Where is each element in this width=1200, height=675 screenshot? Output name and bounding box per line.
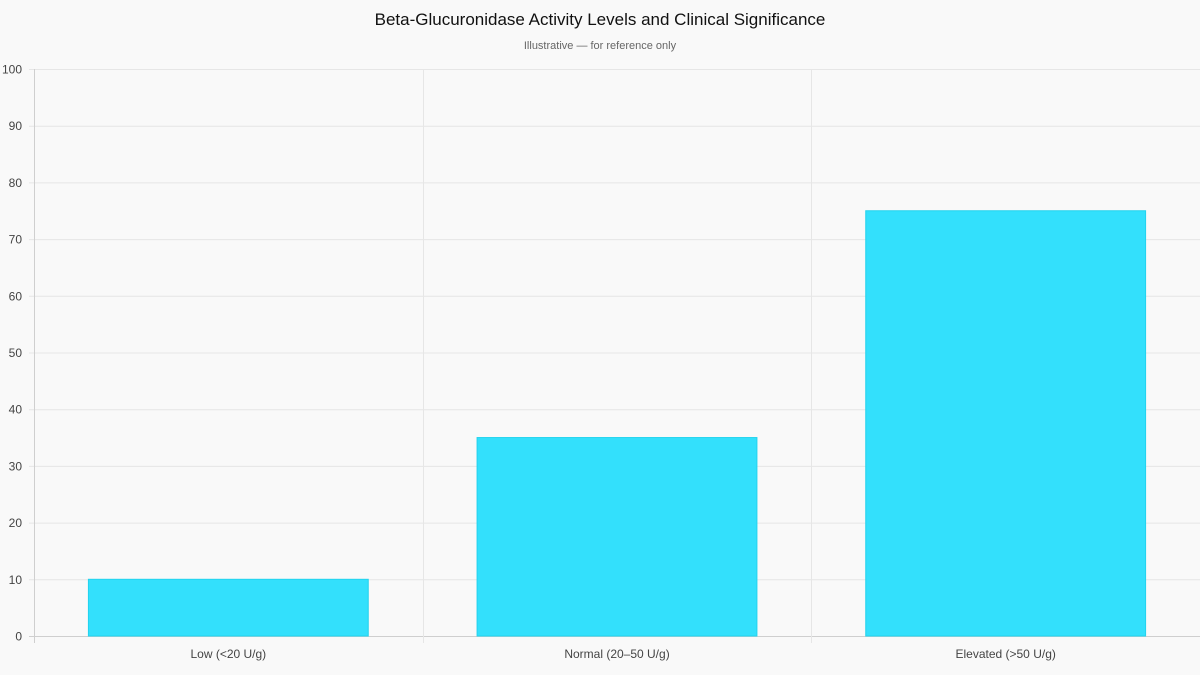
- y-tick-label: 90: [9, 119, 23, 133]
- y-tick-label: 70: [9, 233, 23, 247]
- x-tick-label: Elevated (>50 U/g): [955, 647, 1055, 661]
- x-tick-label: Low (<20 U/g): [190, 647, 266, 661]
- chart-title: Beta-Glucuronidase Activity Levels and C…: [374, 10, 826, 29]
- y-tick-label: 80: [9, 176, 23, 190]
- y-tick-label: 40: [9, 403, 23, 417]
- x-tick-label: Normal (20–50 U/g): [564, 647, 669, 661]
- y-tick-label: 50: [9, 346, 23, 360]
- y-tick-label: 30: [9, 459, 23, 473]
- bar: [476, 437, 758, 637]
- bar: [865, 210, 1147, 637]
- bar: [87, 578, 369, 637]
- y-tick-label: 60: [9, 289, 23, 303]
- y-tick-label: 0: [15, 630, 22, 644]
- y-tick-label: 100: [2, 63, 22, 77]
- chart-subtitle: Illustrative — for reference only: [523, 40, 677, 52]
- y-tick-label: 20: [9, 516, 23, 530]
- y-tick-label: 10: [9, 573, 23, 587]
